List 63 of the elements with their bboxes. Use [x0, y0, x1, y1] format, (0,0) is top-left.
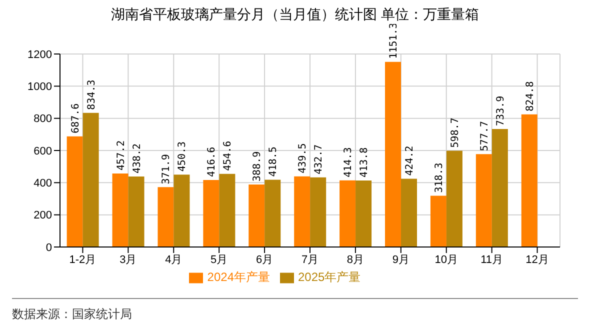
data-label: 413.8 [359, 147, 370, 178]
y-tick-label: 200 [34, 210, 52, 222]
bar [158, 187, 174, 247]
y-tick-label: 0 [46, 242, 52, 254]
x-tick-label: 7月 [301, 254, 319, 266]
data-label: 414.3 [343, 147, 354, 178]
bar [401, 178, 417, 247]
x-tick-label: 3月 [120, 254, 137, 266]
bar [492, 128, 508, 247]
bar [82, 112, 99, 247]
bar [310, 177, 326, 247]
x-tick-label: 8月 [346, 254, 364, 266]
data-label: 439.5 [298, 143, 309, 174]
x-tick-label: 1-2月 [69, 254, 96, 266]
y-tick-label: 1200 [28, 48, 52, 61]
bar [476, 154, 492, 247]
bar [294, 176, 310, 247]
bar [174, 174, 190, 247]
bar [264, 180, 281, 247]
y-tick-label: 800 [34, 113, 52, 126]
bar [128, 176, 144, 247]
bar [446, 150, 462, 247]
bar [385, 62, 401, 247]
data-label: 318.3 [434, 162, 445, 193]
x-tick-label: 6月 [256, 254, 274, 266]
bar [219, 174, 236, 247]
x-tick-label: 11月 [480, 254, 504, 266]
y-tick-label: 1000 [28, 81, 52, 94]
bar [356, 180, 372, 247]
x-tick-label: 12月 [526, 254, 549, 266]
bar [112, 173, 128, 247]
x-tick-label: 9月 [392, 254, 410, 266]
data-label: 687.6 [70, 103, 82, 134]
bar [521, 114, 538, 247]
bar [248, 184, 265, 247]
data-label: 457.2 [116, 140, 127, 170]
data-label: 424.2 [404, 146, 416, 176]
bar [203, 180, 220, 247]
data-label: 824.8 [524, 81, 536, 112]
x-tick-label: 4月 [165, 254, 182, 266]
data-label: 418.5 [268, 146, 280, 177]
source-note: 数据来源：国家统计局 [12, 306, 132, 323]
legend-label: 2025年产量 [298, 270, 361, 284]
data-label: 454.6 [222, 140, 234, 171]
data-label: 577.7 [479, 120, 490, 152]
data-label: 733.9 [495, 96, 506, 126]
data-label: 432.7 [314, 144, 325, 174]
legend-label: 2024年产量 [207, 270, 270, 284]
bar [430, 196, 446, 247]
x-tick-label: 5月 [210, 254, 228, 266]
data-label: 438.2 [132, 143, 143, 174]
x-tick-label: 10月 [434, 254, 458, 266]
data-label: 371.9 [161, 154, 172, 184]
data-label: 834.3 [86, 80, 98, 110]
data-label: 416.6 [206, 146, 218, 177]
bar [340, 180, 356, 247]
bar [66, 136, 83, 247]
data-label: 598.7 [450, 118, 461, 148]
data-label: 450.3 [177, 141, 188, 172]
data-label: 388.9 [252, 151, 264, 182]
chart-title: 湖南省平板玻璃产量分月（当月值）统计图 单位：万重量箱 [110, 5, 480, 24]
y-tick-label: 600 [34, 145, 52, 158]
y-tick-label: 400 [34, 178, 52, 190]
